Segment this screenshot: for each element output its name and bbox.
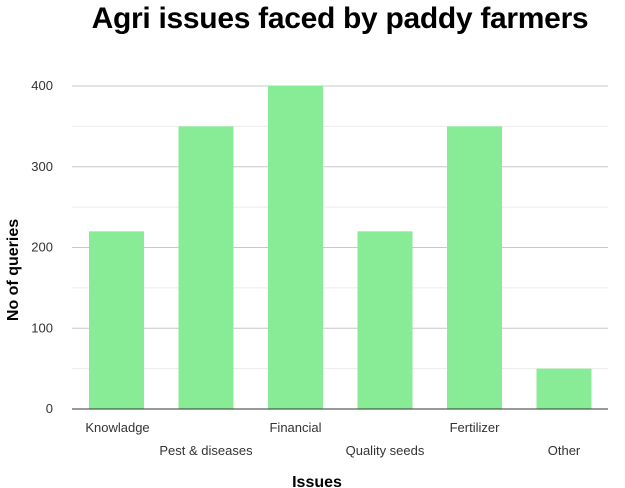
bar <box>178 126 234 409</box>
x-tick-labels: Knowladge Pest & diseases Financial Quality… <box>85 420 581 458</box>
x-tick-label: Fertilizer <box>450 420 501 435</box>
bar <box>536 368 592 409</box>
x-axis-title: Issues <box>292 474 342 488</box>
x-tick-label: Quality seeds <box>346 443 425 458</box>
x-tick-label: Knowladge <box>85 420 149 435</box>
bar <box>447 126 502 409</box>
y-tick-label: 200 <box>31 240 53 255</box>
bar <box>268 86 323 409</box>
bars <box>89 86 592 409</box>
y-tick-labels: 0 100 200 300 400 <box>31 78 53 416</box>
y-tick-label: 400 <box>31 78 53 93</box>
x-tick-label: Other <box>548 443 581 458</box>
y-tick-label: 0 <box>46 401 53 416</box>
y-tick-label: 100 <box>31 320 53 335</box>
y-axis-title: No of queries <box>5 219 22 321</box>
x-tick-label: Pest & diseases <box>159 443 253 458</box>
bar <box>357 231 413 409</box>
bar <box>89 231 144 409</box>
x-tick-label: Financial <box>269 420 321 435</box>
y-tick-label: 300 <box>31 159 53 174</box>
gridlines <box>72 85 608 370</box>
chart-title: Agri issues faced by paddy farmers <box>91 2 589 35</box>
